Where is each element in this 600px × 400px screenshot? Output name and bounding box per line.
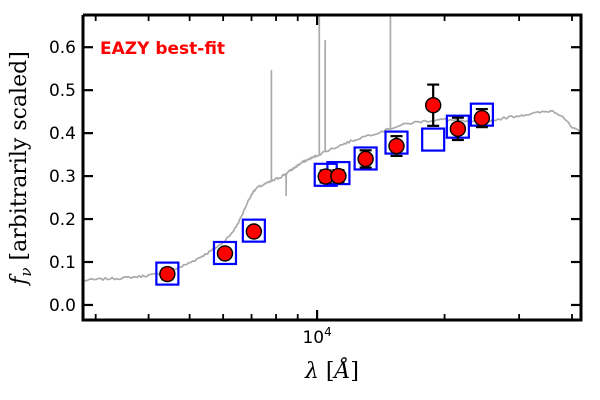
observed-photometry-point (159, 265, 176, 283)
model-photometry-square (212, 240, 238, 266)
template-spectrum-line (83, 109, 581, 282)
x-axis-title: λ [Å] (304, 356, 359, 384)
model-photometry-square (155, 261, 180, 286)
model-photometry-square (421, 127, 446, 152)
observed-photometry-point (424, 97, 442, 114)
observed-photometry-point (330, 167, 347, 185)
observed-photometry-point (449, 120, 467, 138)
y-tick-label: 0.0 (49, 296, 76, 316)
emission-line-spikes (270, 15, 392, 197)
y-tick-label: 0.2 (49, 210, 76, 230)
y-tick-label: 0.3 (49, 167, 76, 187)
observed-photometry-point (216, 245, 234, 262)
observed-photometry-point (473, 109, 491, 127)
x-tick-label: 104 (302, 325, 331, 348)
y-tick-label: 0.5 (49, 81, 76, 101)
model-photometry-square (241, 218, 266, 243)
y-tick-label: 0.4 (49, 124, 76, 144)
y-tick-label: 0.6 (49, 38, 76, 58)
observed-photometry-points (159, 97, 491, 283)
axis-frame (81, 13, 583, 322)
x-axis-tick-labels: 104 (302, 325, 331, 348)
axes-spines (81, 13, 583, 322)
model-photometry-square (353, 146, 378, 171)
y-axis-title: fν [arbitrarily scaled] (7, 51, 35, 287)
observed-photometry-point (245, 223, 263, 240)
y-axis-tick-labels: 0.0 0.1 0.2 0.3 0.4 0.5 0.6 (49, 38, 76, 316)
observed-photometry-point (357, 150, 374, 168)
y-tick-label: 0.1 (49, 253, 76, 273)
eazy-best-fit-label: EAZY best-fit (100, 39, 225, 59)
observed-photometry-point (388, 137, 405, 155)
eazy-template-curve (83, 109, 581, 282)
plot-area (83, 15, 581, 320)
